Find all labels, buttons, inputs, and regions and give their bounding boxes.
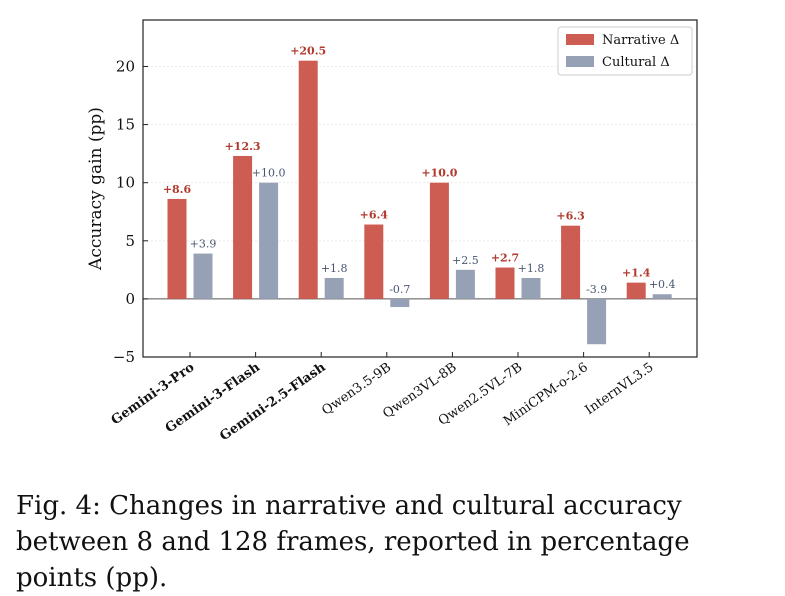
cultural-value-label: +1.8	[518, 262, 545, 275]
y-tick-label: −5	[113, 348, 135, 366]
y-tick-label: 5	[125, 232, 135, 250]
y-tick-label: 15	[116, 116, 135, 134]
plot-frame	[142, 19, 698, 358]
narrative-value-label: +8.6	[163, 183, 192, 196]
cultural-value-label: +2.5	[452, 254, 479, 267]
narrative-bar	[495, 267, 515, 299]
cultural-bar	[259, 182, 279, 299]
cultural-value-label: +1.8	[321, 262, 348, 275]
narrative-bar	[364, 224, 384, 299]
y-tick-label: 0	[125, 290, 135, 308]
narrative-bar	[561, 225, 581, 299]
cultural-value-label: +3.9	[190, 238, 217, 251]
narrative-value-label: +12.3	[225, 140, 261, 153]
y-tick-label: 20	[116, 57, 135, 75]
narrative-bar	[429, 182, 449, 299]
narrative-bar	[167, 198, 187, 299]
figure-caption: Fig. 4: Changes in narrative and cultura…	[16, 491, 690, 593]
x-tick-label: InternVL3.5	[583, 360, 657, 418]
cultural-bar	[521, 277, 541, 299]
cultural-bar	[455, 269, 475, 299]
cultural-value-label: +10.0	[252, 167, 286, 180]
cultural-bar	[193, 253, 213, 299]
cultural-value-label: -0.7	[389, 283, 410, 296]
narrative-value-label: +6.4	[360, 209, 389, 222]
narrative-bar	[626, 282, 646, 299]
legend-label: Narrative Δ	[602, 33, 679, 48]
narrative-value-label: +6.3	[556, 210, 584, 223]
narrative-value-label: +10.0	[421, 167, 457, 180]
legend-swatch	[566, 34, 594, 45]
narrative-value-label: +20.5	[290, 45, 326, 58]
legend-label: Cultural Δ	[602, 55, 670, 70]
narrative-value-label: +2.7	[491, 252, 519, 265]
cultural-value-label: +0.4	[649, 278, 676, 291]
cultural-bar	[652, 294, 672, 299]
legend-swatch	[566, 56, 594, 67]
cultural-bar	[587, 298, 607, 345]
cultural-bar	[390, 298, 410, 308]
narrative-bar	[298, 60, 318, 299]
x-tick-label: Gemini-2.5-Flash	[217, 360, 329, 444]
narrative-value-label: +1.4	[622, 267, 651, 280]
narrative-bar	[233, 155, 253, 299]
cultural-value-label: -3.9	[586, 283, 607, 296]
y-tick-label: 10	[116, 174, 135, 192]
bar-chart: +8.6 +12.3 +20.5 +6.4 +10.0 +2.7 +6.3 +1.4 +3.9 +…	[86, 19, 698, 444]
y-axis-label: Accuracy gain (pp)	[86, 107, 106, 271]
cultural-bar	[324, 277, 344, 299]
